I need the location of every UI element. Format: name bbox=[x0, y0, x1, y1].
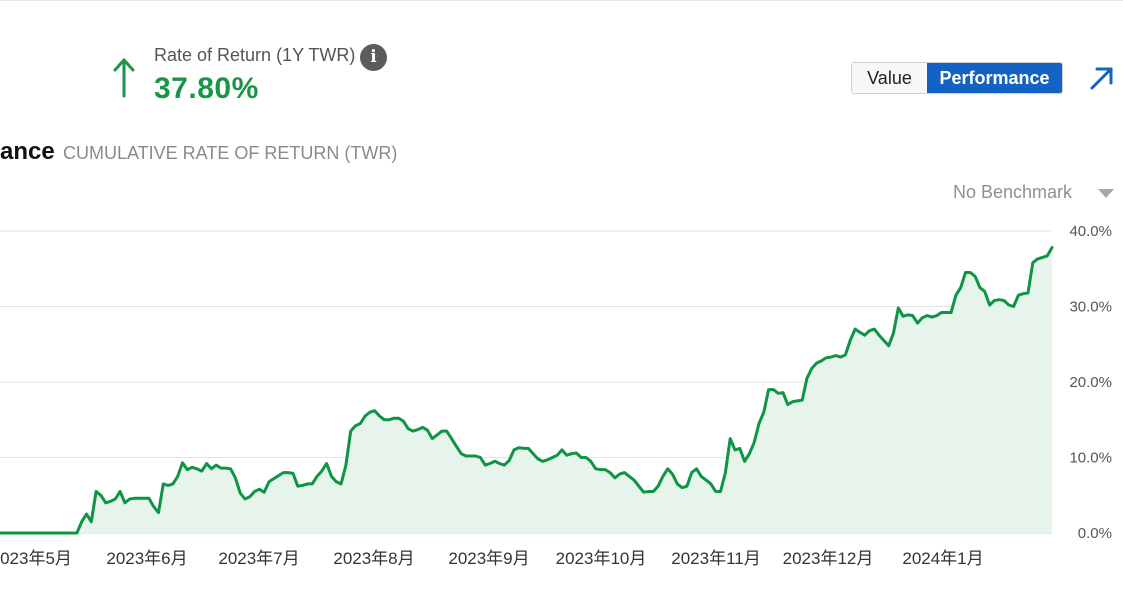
y-tick-label: 0.0% bbox=[1078, 525, 1112, 542]
x-tick-label: 2023年12月 bbox=[783, 549, 874, 568]
view-toggle: Value Performance bbox=[851, 62, 1063, 94]
x-tick-label: 2023年10月 bbox=[556, 549, 647, 568]
x-tick-label: 2023年8月 bbox=[333, 549, 414, 568]
x-tick-label: 2023年6月 bbox=[106, 549, 187, 568]
rate-of-return-value: 37.80% bbox=[154, 72, 259, 105]
top-divider bbox=[0, 0, 1123, 1]
x-tick-label: 2023年7月 bbox=[218, 549, 299, 568]
y-tick-label: 10.0% bbox=[1069, 450, 1112, 467]
expand-arrow-icon[interactable] bbox=[1088, 64, 1116, 92]
x-tick-label: 2023年11月 bbox=[671, 549, 760, 568]
chart-line-layer bbox=[0, 246, 1054, 535]
chart-series-line bbox=[0, 246, 1054, 535]
benchmark-dropdown[interactable]: No Benchmark bbox=[953, 182, 1119, 206]
benchmark-selected-label: No Benchmark bbox=[953, 182, 1073, 202]
section-title: ance bbox=[0, 138, 55, 165]
chart-x-axis: 023年5月 2023年6月 2023年7月 2023年8月 2023年9月 2023年1… bbox=[0, 549, 984, 568]
performance-toggle-button[interactable]: Performance bbox=[927, 63, 1062, 93]
caret-down-icon bbox=[1098, 189, 1114, 198]
x-tick-label: 2023年9月 bbox=[448, 549, 529, 568]
section-subtitle: CUMULATIVE RATE OF RETURN (TWR) bbox=[63, 143, 398, 163]
y-tick-label: 30.0% bbox=[1069, 299, 1112, 316]
x-tick-label: 2024年1月 bbox=[902, 549, 983, 568]
rate-of-return-label: Rate of Return (1Y TWR) bbox=[154, 45, 356, 65]
chart-area-fill bbox=[0, 247, 1052, 533]
y-tick-label: 20.0% bbox=[1069, 374, 1112, 391]
x-tick-label: 023年5月 bbox=[0, 549, 72, 568]
chart-area-layer bbox=[0, 247, 1052, 533]
info-icon[interactable]: i bbox=[360, 44, 387, 71]
arrow-up-icon bbox=[113, 58, 135, 98]
y-tick-label: 40.0% bbox=[1069, 223, 1112, 240]
chart-y-axis: 40.0% 30.0% 20.0% 10.0% 0.0% bbox=[1069, 223, 1112, 542]
value-toggle-button[interactable]: Value bbox=[852, 63, 927, 93]
